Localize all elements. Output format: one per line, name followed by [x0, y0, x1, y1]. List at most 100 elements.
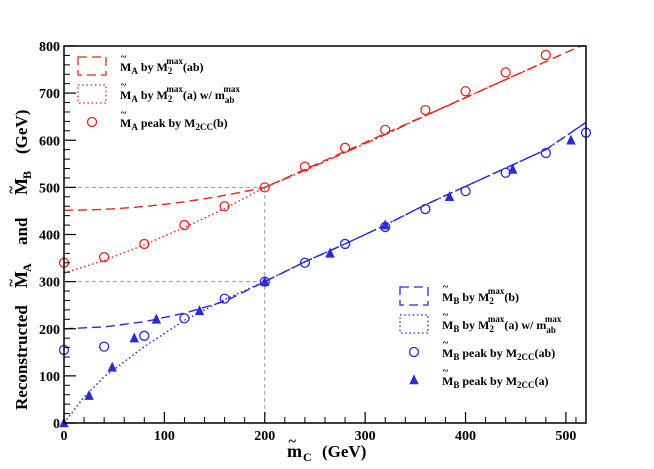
y-axis-title-a-sub: A: [20, 263, 34, 272]
legend-label: MA by M2max(a) w/ mabmax: [120, 84, 240, 105]
data-point: [84, 389, 94, 400]
data-point: [179, 313, 190, 324]
legend-swatch: [399, 286, 429, 306]
series-line-0: [64, 45, 586, 211]
plot-frame: [63, 45, 587, 424]
data-point: [99, 251, 110, 263]
series-line-4: [63, 280, 266, 424]
legend-marker: [409, 374, 419, 385]
legend-marker: [408, 346, 420, 358]
x-tick-label: 200: [254, 429, 275, 444]
data-point: [339, 238, 351, 250]
data-point: [507, 163, 518, 174]
data-point: [325, 247, 335, 258]
y-axis-title-b-sub: B: [20, 171, 34, 179]
data-point: [339, 142, 351, 153]
legend-a-entry-0: MA by M2max(ab)~: [77, 52, 204, 76]
data-point: [500, 67, 511, 78]
series-4: [63, 280, 266, 424]
x-tick-label: 0: [61, 429, 68, 444]
legend-b-entry-3: MB peak by M2CC(a)~: [409, 366, 549, 390]
data-point: [420, 203, 431, 215]
legend-b-entry-0: MB by M2max(b)~: [399, 282, 519, 306]
series-1: [63, 186, 266, 274]
legend-tilde: ~: [121, 108, 127, 119]
legend-a-entry-2: MA peak by M2CC(b)~: [86, 108, 228, 132]
legend-swatch: [399, 314, 429, 334]
legend-label: MA peak by M2CC(b): [120, 116, 228, 132]
data-point: [219, 293, 230, 304]
data-point: [420, 104, 431, 116]
data-point: [259, 182, 270, 193]
x-axis-title-symbol: m: [287, 441, 302, 461]
data-point: [219, 201, 230, 212]
data-point: [151, 313, 162, 324]
series-layer: [58, 45, 592, 428]
legend-label: MB peak by M2CC(a): [442, 374, 549, 390]
x-axis-title-unit: (GeV): [322, 442, 366, 461]
legend-tilde: ~: [443, 310, 449, 321]
y-axis-title-a-symbol: M: [11, 271, 31, 288]
legend-b-entry-2: MB peak by M2CC(ab)~: [408, 338, 555, 362]
legend-b-entry-1: MB by M2max(a) w/ mabmax~: [399, 310, 562, 335]
x-axis-title-sub: C: [303, 450, 312, 464]
data-point: [566, 134, 576, 145]
data-point: [179, 219, 190, 231]
legend-tilde: ~: [121, 52, 127, 63]
y-tick-label: 100: [39, 370, 60, 385]
x-tick-label: 400: [455, 429, 476, 444]
legend-marker: [86, 116, 98, 128]
y-axis-title-a-symbol-tilde: ~: [4, 279, 20, 287]
series-0: [64, 45, 586, 211]
legend-tilde: ~: [121, 80, 127, 91]
y-tick-label: 300: [39, 276, 60, 291]
legend-a-entry-1: MA by M2max(a) w/ mabmax~: [77, 80, 240, 105]
series-dashdot-3: [264, 121, 587, 283]
y-tick-label: 200: [39, 323, 60, 338]
y-axis-title-prefix: Reconstructed: [12, 305, 31, 410]
data-point: [194, 305, 205, 316]
legend-swatch: [77, 84, 107, 104]
x-axis-title-symbol-tilde: ~: [288, 434, 296, 450]
legends: MA by M2max(ab)~MA by M2max(a) w/ mabmax…: [77, 52, 562, 390]
data-point: [129, 332, 139, 343]
x-tick-label: 500: [555, 429, 576, 444]
data-point: [139, 330, 150, 341]
y-tick-label: 400: [39, 229, 60, 244]
data-point: [540, 147, 551, 159]
legend-label: MB by M2max(b): [442, 286, 519, 306]
y-axis-title-b-symbol: M: [11, 178, 31, 195]
y-axis-title-and: and: [12, 217, 31, 245]
y-tick-label: 600: [39, 134, 60, 149]
y-tick-label: 500: [39, 181, 60, 196]
y-axis-title-b-symbol-tilde: ~: [4, 186, 20, 194]
series-line-1: [63, 186, 266, 274]
y-tick-label: 800: [39, 40, 60, 55]
data-point: [444, 191, 455, 202]
data-point: [540, 49, 551, 61]
y-axis-title-unit: (GeV): [12, 110, 31, 154]
x-tick-label: 300: [355, 429, 376, 444]
legend-label: MB peak by M2CC(ab): [442, 346, 555, 362]
reference-lines: [64, 186, 266, 423]
data-point: [107, 361, 117, 372]
series-dashdot-0: [264, 60, 547, 189]
data-point: [299, 257, 311, 268]
x-tick-label: 100: [154, 429, 175, 444]
data-point: [460, 86, 471, 97]
data-point: [99, 341, 110, 352]
legend-tilde: ~: [443, 366, 449, 377]
y-tick-label: 700: [39, 87, 60, 102]
legend-tilde: ~: [443, 338, 449, 349]
legend-label: MA by M2max(ab): [120, 56, 204, 76]
data-point: [139, 238, 150, 250]
series-2: [58, 49, 551, 268]
legend-swatch: [77, 56, 107, 76]
legend-tilde: ~: [443, 282, 449, 293]
axes: 0 100 200 300 400 500 0 100 200 300 400 500 600 700 80…: [4, 40, 577, 464]
x-axis-title: m~ C (GeV): [287, 434, 366, 464]
y-tick-label: 0: [53, 417, 60, 432]
legend-label: MB by M2max(a) w/ mabmax: [442, 314, 562, 335]
